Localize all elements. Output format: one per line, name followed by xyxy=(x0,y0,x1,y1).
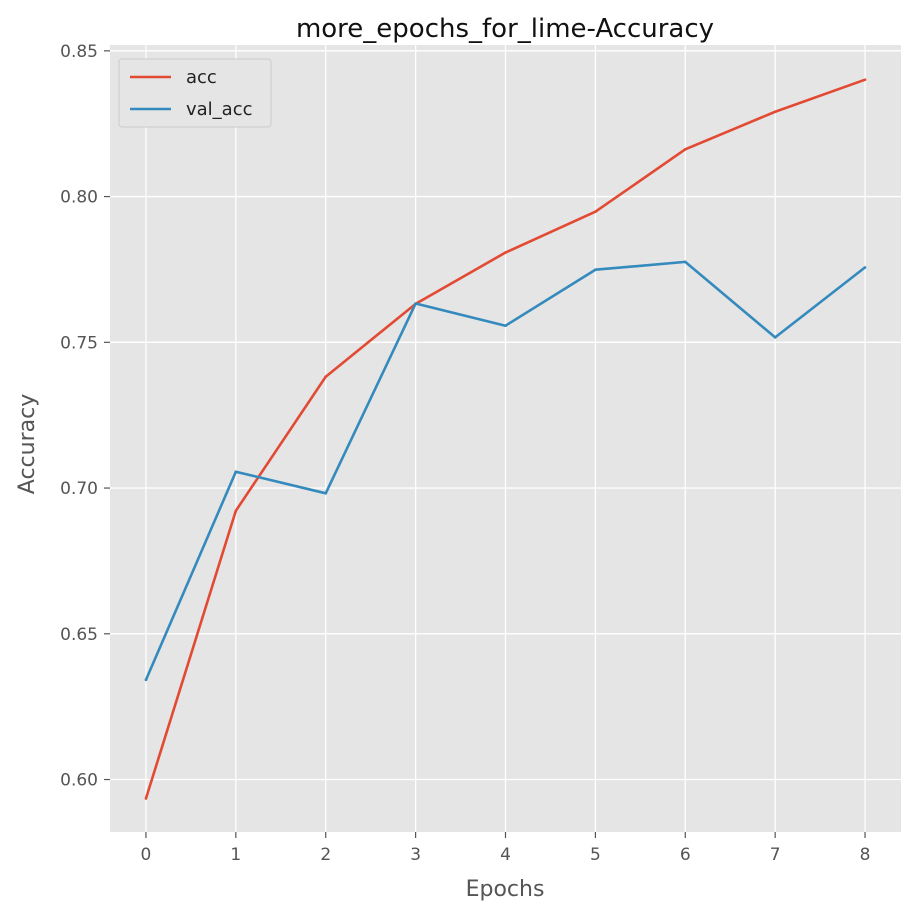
data-point-val-acc xyxy=(683,260,687,264)
x-tick-label: 5 xyxy=(590,845,601,865)
chart-title: more_epochs_for_lime-Accuracy xyxy=(296,14,714,44)
y-tick-label: 0.65 xyxy=(60,625,98,645)
data-point-acc xyxy=(863,78,867,81)
y-tick-label: 0.85 xyxy=(60,42,98,62)
data-point-acc xyxy=(234,509,238,513)
x-gridlines xyxy=(145,45,866,832)
data-point-val-acc xyxy=(234,470,238,474)
data-point-val-acc xyxy=(324,491,328,495)
y-tick-label: 0.70 xyxy=(60,479,98,499)
x-tick-label: 0 xyxy=(141,845,152,865)
data-point-acc xyxy=(144,797,148,800)
legend-label-val-acc: val_acc xyxy=(186,99,253,120)
series-lines xyxy=(144,78,867,800)
data-point-acc xyxy=(594,210,597,214)
data-point-acc xyxy=(683,148,687,151)
x-tick-label: 3 xyxy=(410,845,421,865)
y-axis-ticks: 0.60 0.65 0.70 0.75 0.80 0.85 xyxy=(60,42,110,791)
data-point-val-acc xyxy=(863,266,867,269)
x-tick-label: 4 xyxy=(500,845,511,865)
y-tick-label: 0.75 xyxy=(60,333,98,353)
x-axis-label: Epochs xyxy=(466,877,545,902)
data-point-val-acc xyxy=(594,268,597,272)
x-tick-label: 6 xyxy=(680,845,691,865)
data-point-val-acc xyxy=(504,324,507,327)
legend: acc val_acc xyxy=(118,58,272,128)
y-axis-label: Accuracy xyxy=(15,394,40,494)
x-tick-label: 7 xyxy=(770,845,781,865)
data-point-val-acc xyxy=(773,336,777,339)
data-point-val-acc xyxy=(414,302,417,305)
data-point-acc xyxy=(324,375,328,379)
data-point-acc xyxy=(773,110,777,114)
x-tick-label: 1 xyxy=(230,845,241,865)
y-tick-label: 0.60 xyxy=(60,771,98,791)
legend-label-acc: acc xyxy=(186,67,217,88)
x-tick-label: 2 xyxy=(320,845,331,865)
data-point-acc xyxy=(504,251,507,254)
y-gridlines xyxy=(110,50,901,781)
x-axis-ticks: 0 1 2 3 4 5 6 7 8 xyxy=(141,832,871,865)
y-tick-label: 0.80 xyxy=(60,188,98,208)
x-tick-label: 8 xyxy=(860,845,871,865)
data-point-val-acc xyxy=(144,678,148,682)
